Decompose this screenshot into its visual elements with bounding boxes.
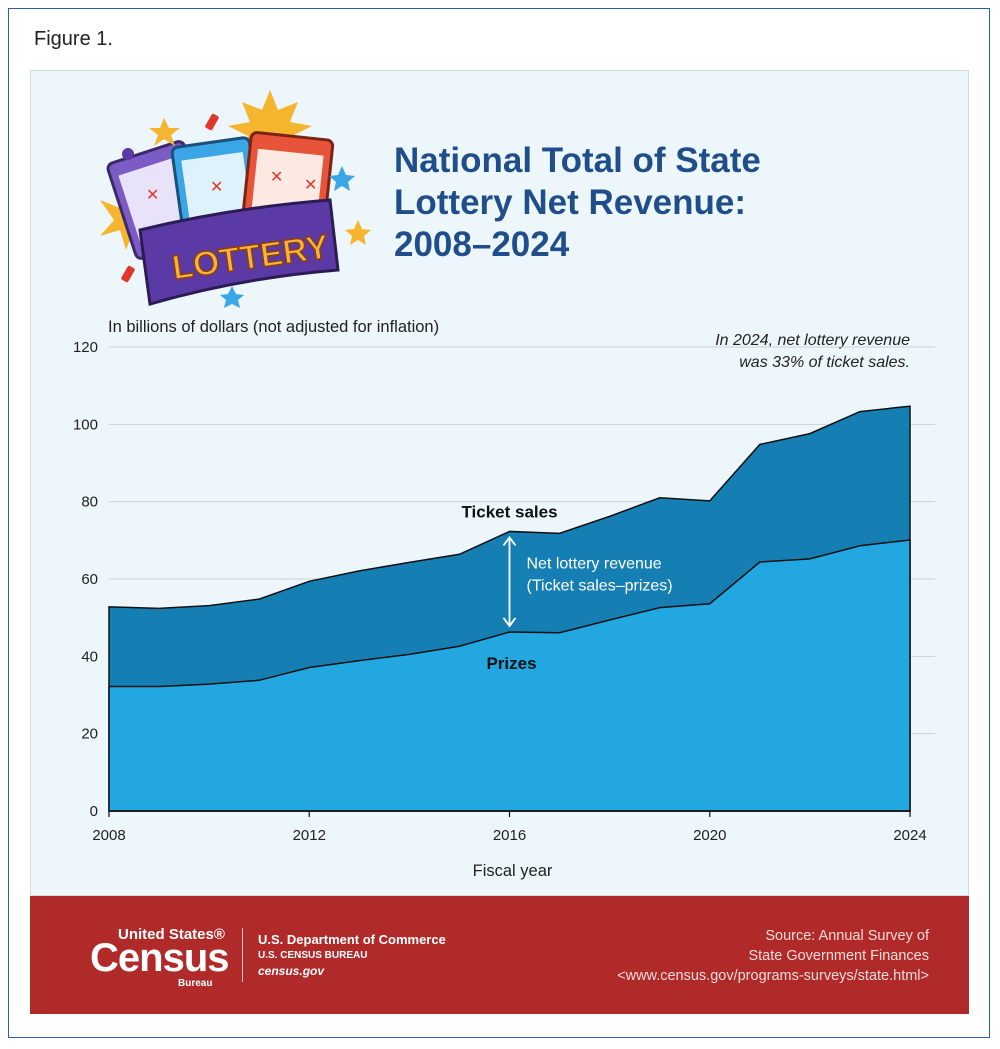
svg-text:✕: ✕ xyxy=(270,167,283,186)
svg-text:✕: ✕ xyxy=(210,177,223,196)
logo-top-text: United States® xyxy=(118,926,225,943)
arrow-head-up-icon xyxy=(502,535,517,546)
title-line: 2008–2024 xyxy=(394,225,570,264)
y-tick-label: 100 xyxy=(73,416,98,433)
y-tick-label: 120 xyxy=(73,339,98,356)
note-line: was 33% of ticket sales. xyxy=(739,354,910,371)
x-tick-label: 2020 xyxy=(693,827,726,844)
star-icon xyxy=(149,118,180,146)
x-axis-label: Fiscal year xyxy=(473,862,553,880)
x-tick-label: 2008 xyxy=(92,827,125,844)
ticket-sales-label: Ticket sales xyxy=(461,502,557,521)
title-line: National Total of State xyxy=(394,141,761,180)
x-tick-label: 2024 xyxy=(893,827,926,844)
department-name: U.S. Department of Commerce xyxy=(258,932,446,947)
figure-frame xyxy=(8,8,990,1038)
arrow-head-down-icon xyxy=(502,617,517,628)
y-tick-label: 60 xyxy=(81,571,98,588)
x-tick-label: 2012 xyxy=(293,827,326,844)
y-axis-unit-label: In billions of dollars (not adjusted for… xyxy=(108,318,440,336)
source-line: <www.census.gov/programs-surveys/state.h… xyxy=(617,968,929,984)
y-tick-label: 0 xyxy=(90,803,98,820)
y-tick-label: 80 xyxy=(81,494,98,511)
x-tick-label: 2016 xyxy=(493,827,526,844)
logo-sub-text: Bureau xyxy=(178,978,213,989)
source-note: Source: Annual Survey of State Governmen… xyxy=(617,926,929,986)
star-icon xyxy=(345,220,371,245)
note-line: In 2024, net lottery revenue xyxy=(715,332,910,349)
prizes-area xyxy=(108,539,911,812)
y-tick-label: 40 xyxy=(81,648,98,665)
title-line: Lottery Net Revenue: xyxy=(394,183,747,222)
department-block: U.S. Department of Commerce U.S. CENSUS … xyxy=(258,932,446,978)
svg-text:✕: ✕ xyxy=(304,175,317,194)
footer: United States® Census Bureau U.S. Depart… xyxy=(30,896,969,1014)
star-icon xyxy=(329,166,355,191)
footer-divider xyxy=(242,928,243,982)
svg-text:✕: ✕ xyxy=(146,185,159,204)
chart-note: In 2024, net lottery revenue was 33% of … xyxy=(715,330,910,374)
source-line: Source: Annual Survey of xyxy=(765,928,929,944)
net-revenue-label: Net lottery revenue xyxy=(527,555,662,572)
website-text: census.gov xyxy=(258,964,325,978)
source-line: State Government Finances xyxy=(748,948,929,964)
star-icon xyxy=(220,286,244,308)
chart-title: National Total of State Lottery Net Reve… xyxy=(394,140,894,266)
prizes-label: Prizes xyxy=(486,654,536,673)
figure-label: Figure 1. xyxy=(34,28,113,50)
logo-main-text: Census xyxy=(90,936,229,980)
lottery-tickets-illustration: ✕ ✕ ✕ ✕ LOTTERY xyxy=(100,90,371,308)
y-tick-label: 20 xyxy=(81,726,98,743)
net-revenue-sublabel: (Ticket sales–prizes) xyxy=(527,577,673,594)
bureau-name: U.S. CENSUS BUREAU xyxy=(258,950,368,961)
